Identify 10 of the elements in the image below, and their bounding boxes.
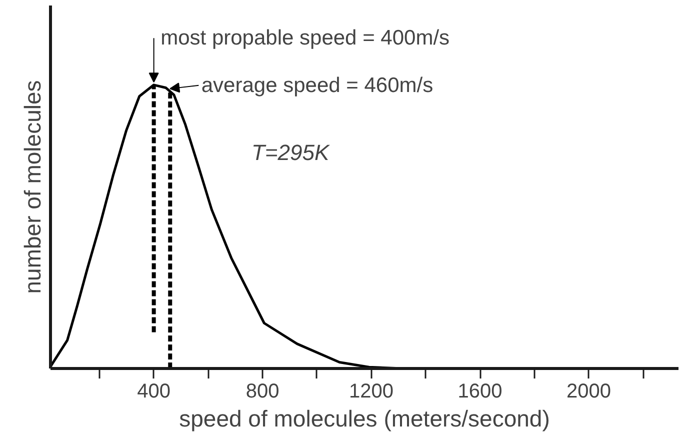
ref-line-label: average speed = 460m/s [201, 74, 434, 97]
annotation: T=295K [251, 140, 330, 166]
ref-line-label: most propable speed = 400m/s [160, 26, 450, 50]
x-tick-label: 400 [137, 380, 170, 402]
x-axis-title: speed of molecules (meters/second) [179, 406, 550, 432]
x-tick-label: 800 [246, 380, 280, 402]
y-axis-title: number of molecules [20, 80, 46, 294]
x-tick-label: 2000 [566, 380, 612, 402]
x-tick-label: 1600 [458, 380, 502, 402]
x-tick-label: 1200 [349, 380, 394, 402]
